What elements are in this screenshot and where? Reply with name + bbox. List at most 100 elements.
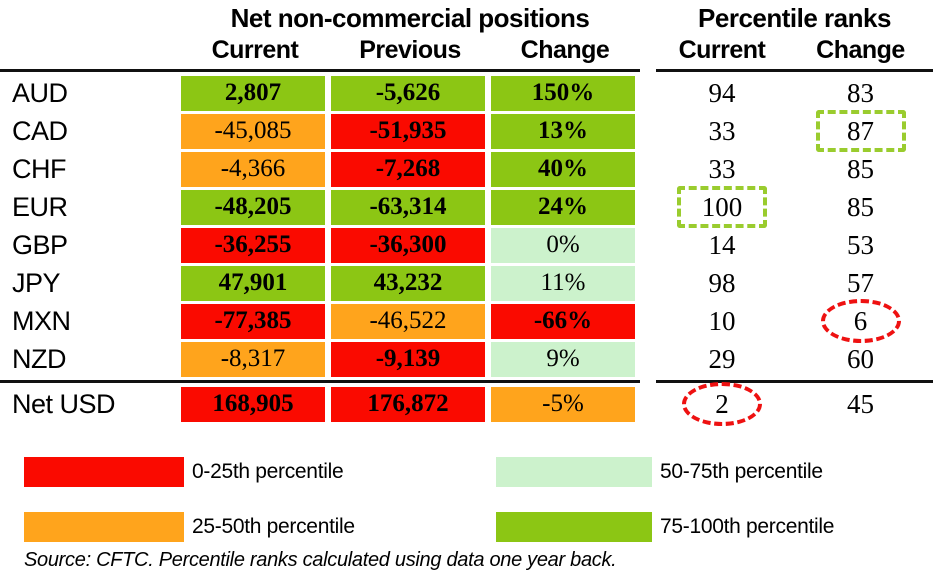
percentile-value: 60 — [847, 343, 874, 374]
column-header-previous: Previous — [359, 36, 461, 64]
row-label: AUD — [12, 77, 68, 108]
cell-current: -36,255 — [180, 226, 330, 264]
percentile-value: 85 — [847, 191, 874, 222]
table-row: Net USD 168,905 176,872 -5% 2 45 — [0, 382, 937, 426]
cell-change: 9% — [490, 340, 640, 378]
cell-change: -66% — [490, 302, 640, 340]
cell-pct_current: 94 — [656, 74, 788, 112]
cell-pct_change: 45 — [788, 385, 933, 423]
cell-fill-green: 43,232 — [331, 265, 485, 301]
cell-fill-green: -63,314 — [331, 189, 485, 225]
cell-fill-light_green: 9% — [491, 341, 635, 377]
cell-fill-green: -5,626 — [331, 75, 485, 111]
cell-fill-red: -77,385 — [181, 303, 325, 339]
cell-pct_current: 2 — [656, 382, 788, 426]
cell-current: -45,085 — [180, 112, 330, 150]
table-row: CHF -4,366 -7,268 40% 33 85 — [0, 150, 937, 188]
cell-fill-green: 13% — [491, 113, 635, 149]
cell-previous: -5,626 — [330, 74, 490, 112]
legend-label: 0-25th percentile — [192, 460, 344, 483]
cell-pct_current: 33 — [656, 112, 788, 150]
cell-current: 168,905 — [180, 385, 330, 423]
legend-swatch-orange — [24, 512, 184, 542]
cell-pct_change: 53 — [788, 226, 933, 264]
header-divider — [0, 68, 937, 73]
table-column-headers: Current Previous Change Current Change — [0, 34, 937, 67]
cell-change: 24% — [490, 188, 640, 226]
table-row: AUD 2,807 -5,626 150% 94 83 — [0, 74, 937, 112]
cell-change: 13% — [490, 112, 640, 150]
cell-fill-red: 168,905 — [181, 386, 325, 422]
row-label: CHF — [12, 153, 67, 184]
red-dashed-ellipse-highlight: 2 — [682, 382, 762, 426]
cell-fill-orange: -46,522 — [331, 303, 485, 339]
cell-previous: 43,232 — [330, 264, 490, 302]
cell-fill-green: 150% — [491, 75, 635, 111]
cell-pct_current: 100 — [656, 186, 788, 228]
cell-current: -4,366 — [180, 150, 330, 188]
net-usd-divider-left — [0, 380, 640, 383]
cell-fill-red: -7,268 — [331, 151, 485, 187]
header-divider-right — [656, 69, 933, 72]
row-label: Net USD — [12, 388, 116, 419]
net-usd-divider — [0, 379, 937, 384]
table-row: NZD -8,317 -9,139 9% 29 60 — [0, 340, 937, 378]
cell-change: 11% — [490, 264, 640, 302]
legend: 0-25th percentile 50-75th percentile 25-50… — [24, 457, 937, 542]
percentile-value: 45 — [847, 388, 874, 419]
legend-label: 75-100th percentile — [660, 515, 835, 538]
cell-current: -77,385 — [180, 302, 330, 340]
cell-fill-orange: -8,317 — [181, 341, 325, 377]
cell-pct_change: 85 — [788, 150, 933, 188]
percentile-value: 98 — [708, 267, 736, 298]
table-row: CAD -45,085 -51,935 13% 33 87 — [0, 110, 937, 152]
cell-fill-red: -36,300 — [331, 227, 485, 263]
column-header-pct-current: Current — [678, 36, 766, 64]
cell-change: 0% — [490, 226, 640, 264]
cell-fill-green: 24% — [491, 189, 635, 225]
cell-change: -5% — [490, 385, 640, 423]
red-dashed-ellipse-highlight: 6 — [820, 299, 901, 343]
column-header-pct-change: Change — [816, 36, 905, 64]
cell-fill-orange: -4,366 — [181, 151, 325, 187]
row-label: CAD — [12, 115, 68, 146]
table-row: GBP -36,255 -36,300 0% 14 53 — [0, 226, 937, 264]
column-header-current: Current — [211, 36, 299, 64]
percentile-value: 33 — [708, 153, 736, 184]
cell-pct_current: 98 — [656, 264, 788, 302]
cell-fill-red: -9,139 — [331, 341, 485, 377]
legend-swatch-green — [496, 512, 652, 542]
table-row: EUR -48,205 -63,314 24% 100 85 — [0, 186, 937, 228]
cell-fill-red: -66% — [491, 303, 635, 339]
legend-swatch-light_green — [496, 457, 652, 487]
cell-fill-orange: -5% — [491, 386, 635, 422]
cell-pct_change: 85 — [788, 188, 933, 226]
cell-fill-orange: -45,085 — [181, 113, 325, 149]
cell-pct_change: 83 — [788, 74, 933, 112]
cell-current: -8,317 — [180, 340, 330, 378]
cell-fill-green: 2,807 — [181, 75, 325, 111]
green-dashed-box-highlight: 100 — [677, 186, 767, 228]
group-header-net-positions: Net non-commercial positions — [230, 2, 590, 33]
row-label: JPY — [12, 267, 61, 298]
row-label: EUR — [12, 191, 68, 222]
row-label: GBP — [12, 229, 68, 260]
cell-pct_current: 29 — [656, 340, 788, 378]
cell-pct_change: 60 — [788, 340, 933, 378]
cell-fill-green: 47,901 — [181, 265, 325, 301]
table-body: AUD 2,807 -5,626 150% 94 83 CAD -45,085 -51,935 1… — [0, 74, 937, 426]
column-header-change: Change — [520, 36, 610, 64]
group-header-percentile-ranks: Percentile ranks — [698, 2, 891, 33]
cell-pct_current: 33 — [656, 150, 788, 188]
percentile-value: 53 — [847, 229, 874, 260]
net-usd-divider-right — [656, 380, 933, 383]
row-label: NZD — [12, 343, 67, 374]
cell-fill-light_green: 11% — [491, 265, 635, 301]
cell-previous: -36,300 — [330, 226, 490, 264]
table-row: JPY 47,901 43,232 11% 98 57 — [0, 264, 937, 302]
cell-previous: -46,522 — [330, 302, 490, 340]
cell-current: 47,901 — [180, 264, 330, 302]
cell-previous: -7,268 — [330, 150, 490, 188]
cell-change: 150% — [490, 74, 640, 112]
